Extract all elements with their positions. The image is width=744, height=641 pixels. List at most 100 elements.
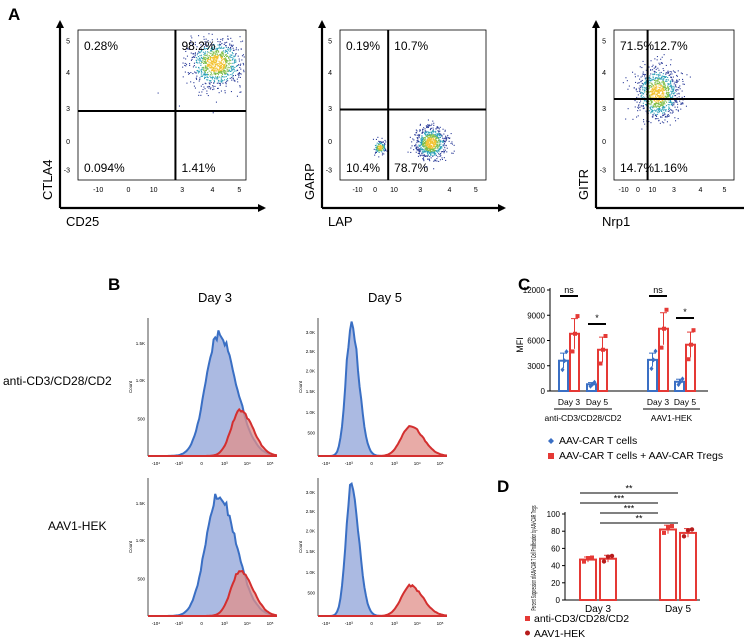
flow-event — [673, 104, 675, 106]
flow-event — [658, 89, 660, 91]
flow-event — [225, 73, 227, 75]
mfi-data-point — [678, 379, 683, 385]
flow-event — [662, 105, 664, 107]
flow-event — [643, 88, 645, 90]
flow-event — [221, 57, 223, 59]
flow-event — [668, 104, 670, 106]
flow-event — [664, 83, 666, 85]
flow-event — [214, 72, 216, 74]
flow-event — [657, 101, 659, 103]
flow-event — [427, 142, 429, 144]
suppression-data-point — [681, 534, 687, 539]
flow-event — [220, 70, 222, 72]
flow-event — [194, 41, 196, 43]
flow-event — [661, 93, 663, 95]
flow-event — [428, 125, 430, 127]
flow-event — [189, 64, 191, 66]
flow-event — [437, 146, 439, 148]
flow-event — [380, 143, 382, 145]
flow-event — [645, 104, 647, 106]
flow-event — [206, 65, 208, 67]
flow-event — [664, 106, 666, 108]
flow-event — [421, 132, 423, 134]
flow-event — [446, 147, 448, 149]
flow-event — [377, 148, 379, 150]
flow-y-tick-label: -3 — [64, 168, 70, 175]
flow-event — [224, 63, 226, 65]
flow-x-tick-label: 5 — [237, 187, 241, 194]
flow-event — [424, 139, 426, 141]
flow-event — [214, 64, 216, 66]
flow-event — [669, 74, 671, 76]
flow-event — [651, 91, 653, 93]
flow-event — [239, 73, 241, 75]
flow-event — [671, 109, 673, 111]
flow-event — [656, 102, 658, 104]
flow-event — [432, 130, 434, 132]
flow-event — [220, 47, 222, 49]
flow-event — [662, 82, 664, 84]
flow-event — [431, 135, 433, 137]
flow-event — [644, 123, 646, 125]
flow-event — [662, 87, 664, 89]
histogram-x-tick-label: -10⁴ — [322, 621, 331, 626]
flow-event — [439, 144, 441, 146]
flow-event — [663, 87, 665, 89]
flow-event — [668, 92, 670, 94]
flow-event — [219, 82, 221, 84]
flow-event — [238, 60, 240, 62]
flow-event — [638, 82, 640, 84]
flow-event — [436, 127, 438, 129]
flow-event — [213, 45, 215, 47]
flow-event — [654, 58, 656, 60]
flow-event — [211, 55, 213, 57]
flow-event — [204, 65, 206, 67]
flow-event — [435, 138, 437, 140]
flow-event — [216, 70, 218, 72]
histogram-y-tick-label: 1.0K — [306, 410, 315, 415]
flow-event — [428, 139, 430, 141]
flow-event — [222, 66, 224, 68]
flow-event — [208, 65, 210, 67]
flow-event — [675, 120, 677, 122]
flow-event — [428, 133, 430, 135]
flow-event — [418, 152, 420, 154]
flow-event — [232, 68, 234, 70]
flow-event — [222, 55, 224, 57]
flow-event — [660, 104, 662, 106]
flow-event — [645, 104, 647, 106]
flow-event — [679, 100, 681, 102]
flow-event — [638, 90, 640, 92]
histogram-x-tick-label: 0 — [200, 621, 203, 626]
flow-event — [216, 64, 218, 66]
flow-event — [424, 155, 426, 157]
flow-event — [443, 145, 445, 147]
flow-event — [214, 73, 216, 75]
flow-x-tick-label: 0 — [373, 187, 377, 194]
flow-event — [377, 150, 379, 152]
flow-event — [424, 149, 426, 151]
flow-event — [195, 66, 197, 68]
flow-event — [651, 109, 653, 111]
flow-event — [221, 67, 223, 69]
flow-event — [676, 80, 678, 82]
flow-event — [433, 148, 435, 150]
flow-event — [430, 146, 432, 148]
flow-event — [657, 110, 659, 112]
flow-event — [440, 133, 442, 135]
flow-event — [440, 155, 442, 157]
flow-event — [667, 71, 669, 73]
flow-event — [382, 141, 384, 143]
flow-event — [643, 96, 645, 98]
flow-event — [657, 92, 659, 94]
flow-event — [430, 135, 432, 137]
flow-event — [672, 85, 674, 87]
flow-event — [220, 55, 222, 57]
flow-event — [656, 105, 658, 107]
flow-event — [210, 48, 212, 50]
flow-event — [381, 148, 383, 150]
flow-plot-frame — [613, 29, 735, 181]
flow-event — [208, 64, 210, 66]
flow-event — [670, 90, 672, 92]
flow-event — [664, 75, 666, 77]
